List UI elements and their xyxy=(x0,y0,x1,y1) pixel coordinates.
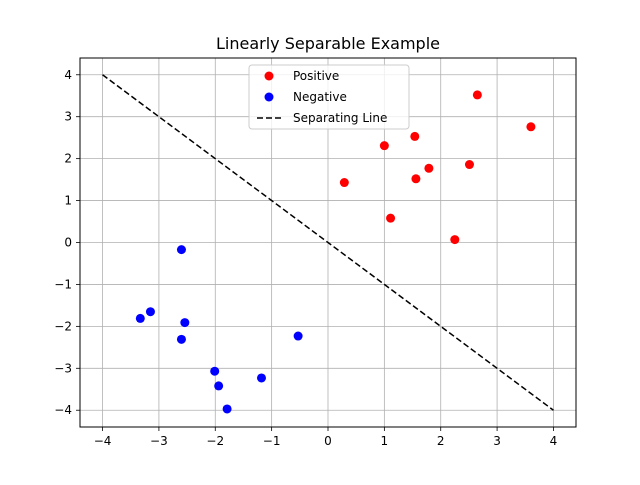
chart-title: Linearly Separable Example xyxy=(216,34,440,53)
legend: Positive Negative Separating Line xyxy=(248,64,410,130)
positive-point xyxy=(472,90,482,100)
x-tick-label: −4 xyxy=(94,434,112,448)
x-tick-label: 2 xyxy=(437,434,445,448)
x-tick-label: 3 xyxy=(493,434,501,448)
x-tick-label: −3 xyxy=(150,434,168,448)
negative-point xyxy=(176,245,186,255)
x-tick-label: −1 xyxy=(263,434,281,448)
negative-point xyxy=(214,381,224,391)
y-tick-label: 0 xyxy=(64,236,72,250)
legend-label: Separating Line xyxy=(293,111,387,125)
y-tick-label: −4 xyxy=(54,403,72,417)
x-tick-label: 1 xyxy=(381,434,389,448)
positive-point xyxy=(464,160,474,170)
negative-point xyxy=(210,366,220,376)
positive-point xyxy=(386,213,396,223)
axis-ticks: −4 −3 −2 −1 0 1 2 3 4 −4 −3 −2 −1 0 1 2 3 4 xyxy=(54,68,557,448)
negative-point xyxy=(180,318,190,328)
y-tick-label: 3 xyxy=(64,110,72,124)
legend-label: Positive xyxy=(293,69,339,83)
negative-point xyxy=(176,334,186,344)
positive-point xyxy=(424,163,434,173)
y-tick-label: −1 xyxy=(54,277,72,291)
positive-point xyxy=(450,235,460,245)
x-tick-label: −2 xyxy=(206,434,224,448)
legend-marker xyxy=(264,71,274,81)
negative-point xyxy=(293,331,303,341)
y-tick-label: −3 xyxy=(54,361,72,375)
negative-point xyxy=(222,404,232,414)
positive-point xyxy=(526,122,536,132)
separating-line xyxy=(102,74,554,411)
y-tick-label: 1 xyxy=(64,194,72,208)
y-tick-label: 4 xyxy=(64,68,72,82)
positive-point xyxy=(339,178,349,188)
negative-point xyxy=(145,307,155,317)
negative-point xyxy=(135,313,145,323)
y-tick-label: −2 xyxy=(54,319,72,333)
y-tick-label: 2 xyxy=(64,152,72,166)
positive-point xyxy=(379,141,389,151)
positive-point xyxy=(411,174,421,184)
positive-point xyxy=(410,131,420,141)
x-tick-label: 0 xyxy=(324,434,332,448)
negative-point xyxy=(256,373,266,383)
separating-line-layer xyxy=(102,74,554,411)
x-tick-label: 4 xyxy=(550,434,558,448)
points-layer xyxy=(135,90,536,414)
legend-label: Negative xyxy=(293,90,347,104)
legend-marker xyxy=(264,92,274,102)
legend-box xyxy=(248,64,410,130)
